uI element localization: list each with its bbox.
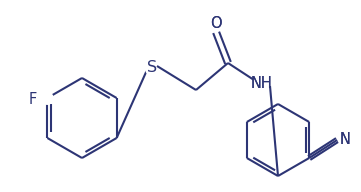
Text: N: N	[340, 132, 351, 146]
Text: NH: NH	[251, 75, 273, 90]
Text: F: F	[29, 92, 37, 107]
Text: N: N	[340, 132, 351, 146]
Text: O: O	[210, 17, 222, 31]
Text: S: S	[147, 60, 157, 75]
Text: O: O	[210, 17, 222, 31]
Text: NH: NH	[251, 75, 273, 90]
